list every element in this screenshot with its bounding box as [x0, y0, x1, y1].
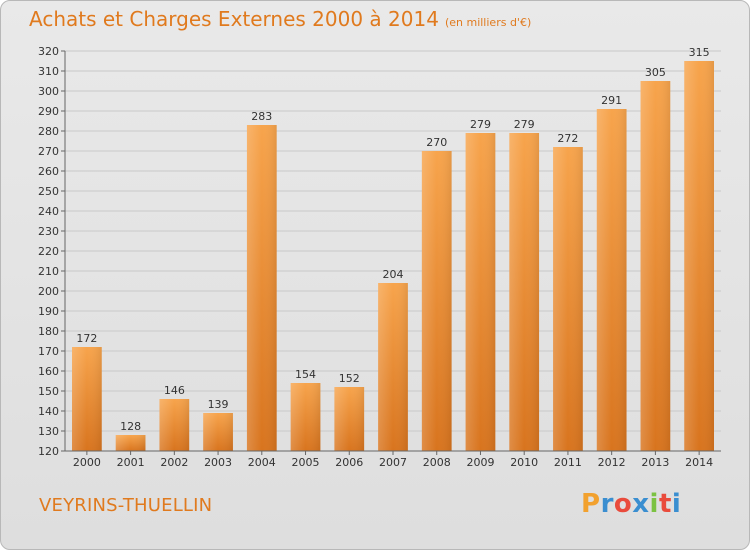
data-label-2001: 128: [120, 420, 141, 433]
bar-shade-2014: [684, 61, 715, 451]
x-tick-label-2005: 2005: [292, 456, 320, 469]
x-tick-label-2011: 2011: [554, 456, 582, 469]
x-tick-label-2000: 2000: [73, 456, 101, 469]
y-tick-label: 240: [38, 205, 59, 218]
bars: 172 128 146 139 283 154 152 204 270 279 279 272 291 3…: [71, 46, 715, 451]
x-tick-label-2004: 2004: [248, 456, 276, 469]
y-tick-label: 260: [38, 165, 59, 178]
bar-shade-2011: [553, 147, 583, 451]
x-tick-label-2012: 2012: [598, 456, 626, 469]
data-label-2009: 279: [470, 118, 491, 131]
data-label-2007: 204: [383, 268, 404, 281]
data-label-2000: 172: [76, 332, 97, 345]
title-text: Achats et Charges Externes 2000 à 2014: [29, 7, 439, 31]
x-tick-label-2006: 2006: [335, 456, 363, 469]
bar-shade-2012: [596, 109, 627, 451]
bar-shade-2009: [465, 133, 496, 451]
commune-name: VEYRINS-THUELLIN: [39, 495, 213, 516]
y-tick-label: 190: [38, 305, 59, 318]
data-label-2008: 270: [426, 136, 447, 149]
y-tick-label: 120: [38, 445, 59, 458]
chart-subtitle: (en milliers d'€): [444, 16, 532, 29]
x-tick-label-2009: 2009: [466, 456, 494, 469]
data-label-2002: 146: [164, 384, 185, 397]
bar-shade-2002: [159, 399, 190, 451]
y-tick-label: 200: [38, 285, 59, 298]
y-tick-label: 140: [38, 405, 59, 418]
y-tick-label: 270: [38, 145, 59, 158]
y-tick-label: 170: [38, 345, 59, 358]
x-axis: 2000 2001 2002 2003 2004 2005 2006 2007 2008 2009…: [65, 450, 721, 469]
y-tick-label: 280: [38, 125, 59, 138]
bar-shade-2001: [115, 435, 146, 451]
y-tick-label: 150: [38, 385, 59, 398]
x-tick-label-2013: 2013: [641, 456, 669, 469]
data-label-2010: 279: [514, 118, 535, 131]
bar-shade-2008: [421, 151, 452, 451]
data-label-2011: 272: [557, 132, 578, 145]
data-label-2013: 305: [645, 66, 666, 79]
proxiti-logo: Proxiti: [581, 489, 682, 519]
y-tick-label: 310: [38, 65, 59, 78]
y-tick-label: 230: [38, 225, 59, 238]
bar-shade-2003: [203, 413, 233, 451]
bar-shade-2013: [640, 81, 671, 451]
y-tick-label: 130: [38, 425, 59, 438]
x-tick-label-2008: 2008: [423, 456, 451, 469]
x-tick-label-2010: 2010: [510, 456, 538, 469]
y-tick-label: 220: [38, 245, 59, 258]
data-label-2012: 291: [601, 94, 622, 107]
y-axis: 120 130 140 150 160 170 180 190 200 210 220 230 240 2…: [38, 45, 66, 458]
bar-shade-2007: [378, 283, 408, 451]
y-tick-label: 300: [38, 85, 59, 98]
data-label-2006: 152: [339, 372, 360, 385]
x-tick-label-2014: 2014: [685, 456, 713, 469]
data-label-2004: 283: [251, 110, 272, 123]
bar-shade-2005: [290, 383, 321, 451]
x-tick-label-2002: 2002: [160, 456, 188, 469]
data-label-2005: 154: [295, 368, 316, 381]
y-tick-label: 290: [38, 105, 59, 118]
data-label-2014: 315: [689, 46, 710, 59]
chart-title: Achats et Charges Externes 2000 à 2014 (e…: [29, 7, 531, 31]
bar-shade-2004: [246, 125, 277, 451]
y-tick-label: 180: [38, 325, 59, 338]
bar-shade-2010: [509, 133, 540, 451]
y-tick-label: 250: [38, 185, 59, 198]
y-tick-label: 160: [38, 365, 59, 378]
data-label-2003: 139: [208, 398, 229, 411]
bar-shade-2006: [334, 387, 365, 451]
x-tick-label-2003: 2003: [204, 456, 232, 469]
y-tick-label: 210: [38, 265, 59, 278]
x-tick-label-2001: 2001: [117, 456, 145, 469]
y-tick-label: 320: [38, 45, 59, 58]
x-tick-label-2007: 2007: [379, 456, 407, 469]
bar-shade-2000: [71, 347, 102, 451]
